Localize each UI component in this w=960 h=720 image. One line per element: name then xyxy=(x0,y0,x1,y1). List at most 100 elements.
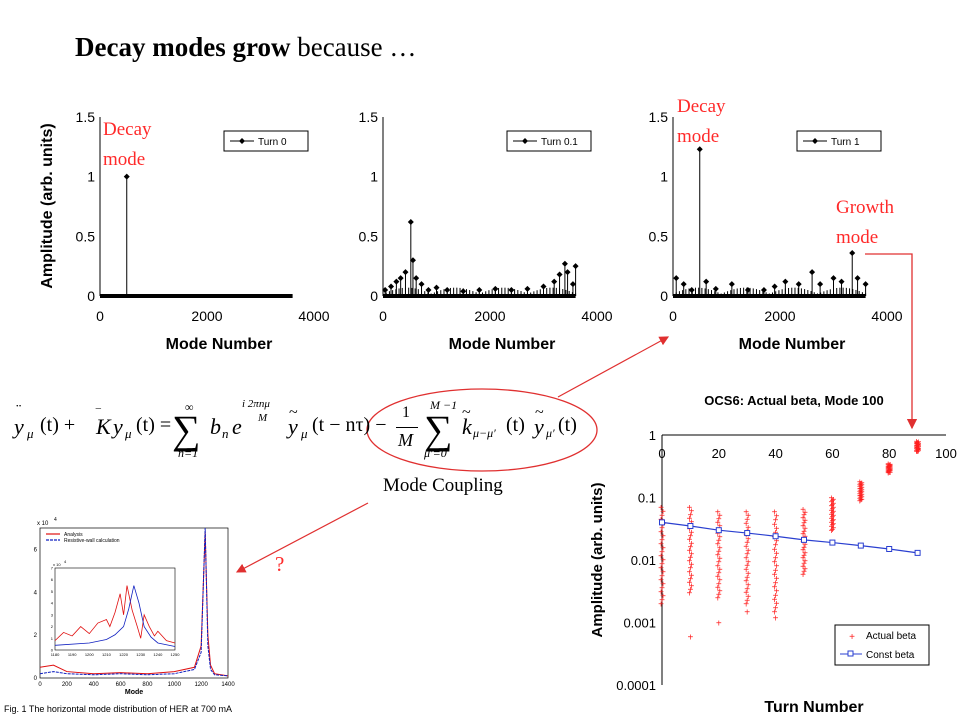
ocs6-actual-point: + xyxy=(802,540,808,551)
ocs6-actual-point: + xyxy=(802,508,808,519)
her-series-line xyxy=(39,532,229,677)
ocs6-actual-point: + xyxy=(716,558,722,569)
ocs6-actual-point: + xyxy=(687,532,693,543)
decay-mode-2-line1: Decay xyxy=(677,96,726,117)
ocs6-actual-point: + xyxy=(916,441,922,452)
her-inset-xtick: 1190 xyxy=(68,652,77,657)
eq-term1-y: y xyxy=(288,414,298,439)
ocs6-actual-point: + xyxy=(686,514,692,525)
panel2-point xyxy=(382,287,389,294)
ocs6-actual-point: + xyxy=(887,461,893,472)
panel2-point xyxy=(551,278,558,285)
ocs6-actual-point: + xyxy=(887,466,893,477)
ocs6-actual-point: + xyxy=(744,550,750,561)
ocs6-actual-point: + xyxy=(885,459,891,470)
ocs6-actual-point: + xyxy=(885,465,891,476)
ocs6-const-point xyxy=(801,536,807,543)
ocs6-actual-point: + xyxy=(772,507,778,518)
ocs6-actual-point: + xyxy=(915,438,921,449)
ocs6-actual-point: + xyxy=(743,507,749,518)
eq-sum2-bottom: μ′=0 xyxy=(424,446,447,460)
ocs6-actual-point: + xyxy=(688,507,694,518)
eq-exp-base: e xyxy=(232,414,242,439)
ocs6-actual-point: + xyxy=(828,518,834,529)
panel3-point xyxy=(817,281,824,288)
ocs6-actual-point: + xyxy=(660,507,666,518)
eq-bn: b xyxy=(210,414,221,439)
ocs6-actual-point: + xyxy=(800,529,806,540)
panel1-ytick-label: 0.5 xyxy=(76,228,96,244)
panel3-point xyxy=(838,278,845,285)
her-ytick-label: 4 xyxy=(34,590,38,596)
eq-tilde2: ~ xyxy=(462,404,471,421)
her-inset-ytick: 2 xyxy=(51,624,54,629)
ocs6-actual-point: + xyxy=(774,512,780,523)
ocs6-actual-point: + xyxy=(828,510,834,521)
panel1-legend-marker xyxy=(239,138,245,144)
panel2-ytick-label: 0 xyxy=(370,288,378,304)
ocs6-actual-point: + xyxy=(715,572,721,583)
ocs6-actual-point: + xyxy=(745,569,751,580)
ocs6-actual-point: + xyxy=(687,564,693,575)
ocs6-actual-point: + xyxy=(858,479,864,490)
her-ytick-label: 2 xyxy=(34,633,38,639)
eq-lhs-sub1: μ xyxy=(27,426,34,441)
ocs6-actual-point: + xyxy=(801,543,807,554)
panel3-point xyxy=(854,275,861,282)
panel1-point xyxy=(123,173,130,180)
ocs6-actual-point: + xyxy=(857,478,863,489)
eq-sum2-top: M −1 xyxy=(430,398,458,412)
ocs6-const-point xyxy=(857,542,864,549)
ocs6-actual-point: + xyxy=(830,511,836,522)
ocs6-actual-point: + xyxy=(858,489,864,500)
ocs6-actual-point: + xyxy=(660,568,666,579)
ocs6-actual-point: + xyxy=(658,563,664,574)
ocs6-actual-point: + xyxy=(857,487,863,498)
ocs6-actual-point: + xyxy=(828,494,834,505)
ocs6-actual-point: + xyxy=(744,584,750,595)
ocs6-actual-point: + xyxy=(915,447,921,458)
ocs6-actual-point: + xyxy=(688,571,694,582)
ocs6-actual-point: + xyxy=(914,440,920,451)
ocs6-actual-point: + xyxy=(660,543,666,554)
ocs6-actual-point: + xyxy=(887,462,893,473)
panel1-x-axis-title: Mode Number xyxy=(166,336,273,353)
ocs6-actual-point: + xyxy=(745,580,751,591)
ocs6-actual-point: + xyxy=(915,443,921,454)
ocs6-actual-point: + xyxy=(800,570,806,581)
ocs6-actual-point: + xyxy=(687,585,693,596)
ocs6-actual-point: + xyxy=(887,464,893,475)
panel2-point xyxy=(508,287,515,294)
ocs6-const-point xyxy=(744,530,751,537)
ocs6-actual-point: + xyxy=(717,543,723,554)
ocs6-actual-point: + xyxy=(658,551,664,562)
panel2-ytick-label: 0.5 xyxy=(359,228,379,244)
ocs6-actual-point: + xyxy=(774,587,780,598)
ocs6-actual-point: + xyxy=(743,519,749,530)
her-inset-xtick: 1180 xyxy=(51,652,60,657)
ocs6-actual-point: + xyxy=(857,492,863,503)
title-bold: Decay modes grow xyxy=(75,32,291,62)
her-inset-ytick: 3 xyxy=(51,612,54,617)
panel2-point xyxy=(425,287,432,294)
decay-mode-2-line2: mode xyxy=(677,126,720,147)
ocs6-actual-point: + xyxy=(745,523,751,534)
panel2-point xyxy=(460,288,467,295)
ocs6-actual-point: + xyxy=(743,600,749,611)
panel3-ytick-label: 0.5 xyxy=(649,228,669,244)
her-inset-ytick: 1 xyxy=(51,636,54,641)
ocs6-ytick-label: 0.01 xyxy=(631,553,656,568)
ocs6-actual-point: + xyxy=(858,484,864,495)
ocs6-actual-point: + xyxy=(802,548,808,559)
ocs6-actual-point: + xyxy=(916,444,922,455)
ocs6-actual-point: + xyxy=(886,468,892,479)
ocs6-actual-point: + xyxy=(659,596,665,607)
growth-mode-line2: mode xyxy=(836,227,879,248)
panel2-point xyxy=(407,219,414,226)
ocs6-actual-point: + xyxy=(658,503,664,514)
ocs6-actual-point: + xyxy=(716,579,722,590)
panel3-legend-box xyxy=(796,130,882,152)
ocs6-xtick-label: 20 xyxy=(712,446,726,461)
ocs6-actual-point: + xyxy=(717,586,723,597)
ocs6-actual-point: + xyxy=(914,445,920,456)
